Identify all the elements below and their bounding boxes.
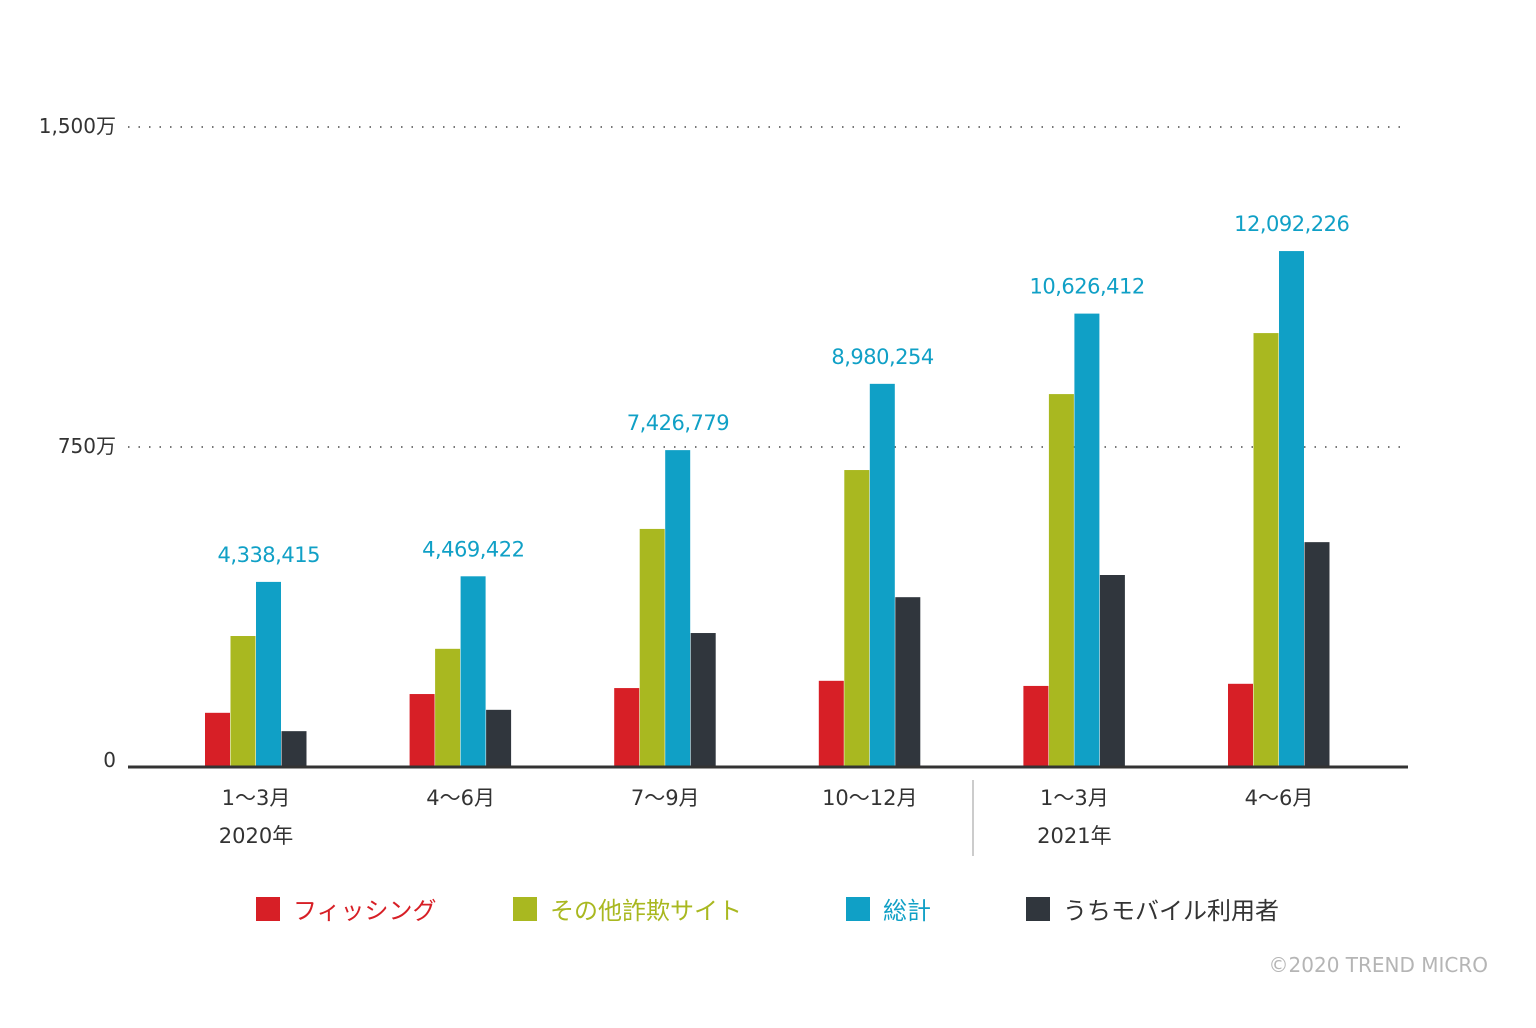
year-label: 2021年 bbox=[1037, 824, 1111, 848]
legend-swatch bbox=[513, 897, 537, 921]
year-label: 2020年 bbox=[219, 824, 293, 848]
bar-0-2 bbox=[614, 688, 640, 767]
legend-swatch bbox=[256, 897, 280, 921]
bar-2-5 bbox=[1279, 251, 1304, 768]
bar-1-2 bbox=[639, 528, 665, 767]
data-label: 12,092,226 bbox=[1234, 212, 1349, 236]
legend-label: フィッシング bbox=[293, 897, 437, 925]
bar-2-0 bbox=[256, 581, 281, 767]
bar-2-1 bbox=[460, 576, 486, 767]
y-axis-labels: 0 750万 1,500万 bbox=[39, 114, 116, 772]
bar-3-5 bbox=[1304, 542, 1330, 767]
bar-0-1 bbox=[409, 694, 435, 767]
legend-label: その他詐欺サイト bbox=[550, 897, 742, 925]
x-axis-labels: 1〜3月 4〜6月 7〜9月 10〜12月 1〜3月 4〜6月 2020年 2021年 bbox=[219, 786, 1314, 848]
data-label: 8,980,254 bbox=[831, 345, 934, 369]
data-label: 10,626,412 bbox=[1030, 275, 1145, 299]
legend-swatch bbox=[1026, 897, 1050, 921]
x-tick-label: 4〜6月 bbox=[1245, 786, 1314, 810]
bar-3-1 bbox=[486, 709, 512, 767]
y-tick-label: 1,500万 bbox=[39, 114, 116, 138]
x-tick-label: 4〜6月 bbox=[426, 786, 495, 810]
bar-2-3 bbox=[869, 383, 895, 767]
bars bbox=[205, 251, 1330, 768]
data-label: 4,338,415 bbox=[218, 543, 320, 567]
bar-1-1 bbox=[435, 648, 461, 767]
gridlines bbox=[128, 126, 1408, 448]
bar-2-2 bbox=[665, 450, 691, 767]
bar-1-5 bbox=[1253, 333, 1279, 767]
bar-1-4 bbox=[1048, 394, 1074, 767]
bar-3-2 bbox=[690, 633, 716, 767]
copyright: ©2020 TREND MICRO bbox=[1269, 953, 1488, 977]
bar-3-0 bbox=[281, 731, 307, 767]
legend-label: 総計 bbox=[883, 897, 931, 925]
data-label: 7,426,779 bbox=[627, 411, 729, 435]
legend: フィッシング その他詐欺サイト 総計 うちモバイル利用者 bbox=[256, 897, 1279, 925]
bar-0-0 bbox=[205, 712, 230, 767]
bar-0-3 bbox=[818, 680, 844, 767]
bar-3-3 bbox=[895, 597, 921, 767]
bar-3-4 bbox=[1099, 575, 1125, 767]
y-tick-label: 0 bbox=[103, 748, 116, 772]
x-tick-label: 1〜3月 bbox=[1040, 786, 1109, 810]
bar-0-4 bbox=[1023, 685, 1049, 767]
data-labels: 4,338,415 4,469,422 7,426,779 8,980,254 10,6… bbox=[218, 212, 1350, 567]
bar-1-0 bbox=[230, 636, 256, 767]
bar-1-3 bbox=[844, 470, 870, 767]
bar-0-5 bbox=[1228, 683, 1253, 767]
y-tick-label: 750万 bbox=[58, 434, 116, 458]
legend-swatch bbox=[846, 897, 870, 921]
bar-2-4 bbox=[1074, 313, 1100, 767]
x-tick-label: 1〜3月 bbox=[222, 786, 291, 810]
legend-label: うちモバイル利用者 bbox=[1063, 897, 1279, 925]
x-tick-label: 10〜12月 bbox=[822, 786, 917, 810]
x-tick-label: 7〜9月 bbox=[631, 786, 700, 810]
data-label: 4,469,422 bbox=[422, 537, 524, 561]
